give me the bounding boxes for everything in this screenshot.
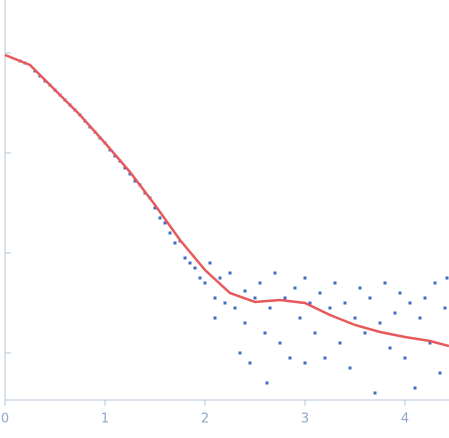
data-point bbox=[308, 301, 312, 305]
data-point bbox=[213, 296, 217, 300]
data-point bbox=[208, 261, 212, 265]
data-point bbox=[378, 321, 382, 325]
data-point bbox=[158, 216, 162, 220]
data-point bbox=[168, 231, 172, 235]
x-tick-label: 0 bbox=[1, 412, 9, 427]
data-point bbox=[273, 271, 277, 275]
data-point bbox=[133, 179, 137, 183]
data-point bbox=[393, 311, 397, 315]
data-point bbox=[163, 221, 167, 225]
data-point bbox=[153, 206, 157, 210]
data-point bbox=[408, 301, 412, 305]
data-point bbox=[278, 341, 282, 345]
data-point bbox=[373, 391, 377, 395]
x-tick-label: 4 bbox=[401, 412, 409, 427]
data-point bbox=[288, 356, 292, 360]
data-point bbox=[445, 276, 449, 280]
data-point bbox=[173, 241, 177, 245]
data-point bbox=[358, 286, 362, 290]
data-point bbox=[338, 341, 342, 345]
data-point bbox=[258, 281, 262, 285]
data-point bbox=[413, 386, 417, 390]
data-point bbox=[313, 331, 317, 335]
data-point bbox=[183, 256, 187, 260]
data-point bbox=[298, 316, 302, 320]
x-tick-label: 2 bbox=[201, 412, 209, 427]
data-point bbox=[403, 356, 407, 360]
data-point bbox=[263, 331, 267, 335]
data-point bbox=[303, 361, 307, 365]
data-point bbox=[318, 291, 322, 295]
x-tick-label: 1 bbox=[101, 412, 109, 427]
data-point bbox=[223, 301, 227, 305]
data-point bbox=[303, 276, 307, 280]
data-point bbox=[243, 289, 247, 293]
data-point bbox=[418, 316, 422, 320]
data-point bbox=[213, 316, 217, 320]
data-point bbox=[203, 281, 207, 285]
data-point bbox=[253, 296, 257, 300]
data-point bbox=[188, 261, 192, 265]
data-point bbox=[293, 286, 297, 290]
data-point bbox=[343, 301, 347, 305]
x-tick-label: 3 bbox=[301, 412, 309, 427]
data-point bbox=[388, 346, 392, 350]
data-point bbox=[243, 321, 247, 325]
data-point bbox=[428, 341, 432, 345]
data-point bbox=[265, 381, 269, 385]
data-point bbox=[333, 281, 337, 285]
data-point bbox=[268, 306, 272, 310]
data-point bbox=[193, 266, 197, 270]
data-point bbox=[233, 306, 237, 310]
data-point bbox=[423, 296, 427, 300]
data-point bbox=[383, 281, 387, 285]
data-point bbox=[283, 296, 287, 300]
data-point bbox=[328, 306, 332, 310]
data-point bbox=[198, 276, 202, 280]
data-point bbox=[438, 371, 442, 375]
data-point bbox=[363, 331, 367, 335]
data-point bbox=[348, 366, 352, 370]
data-point bbox=[353, 316, 357, 320]
data-point bbox=[248, 361, 252, 365]
data-point bbox=[218, 276, 222, 280]
data-point bbox=[398, 291, 402, 295]
fit-line bbox=[4, 53, 449, 348]
data-point bbox=[323, 356, 327, 360]
data-point bbox=[368, 296, 372, 300]
data-point bbox=[443, 306, 447, 310]
data-point bbox=[433, 281, 437, 285]
data-point bbox=[228, 271, 232, 275]
data-point bbox=[238, 351, 242, 355]
